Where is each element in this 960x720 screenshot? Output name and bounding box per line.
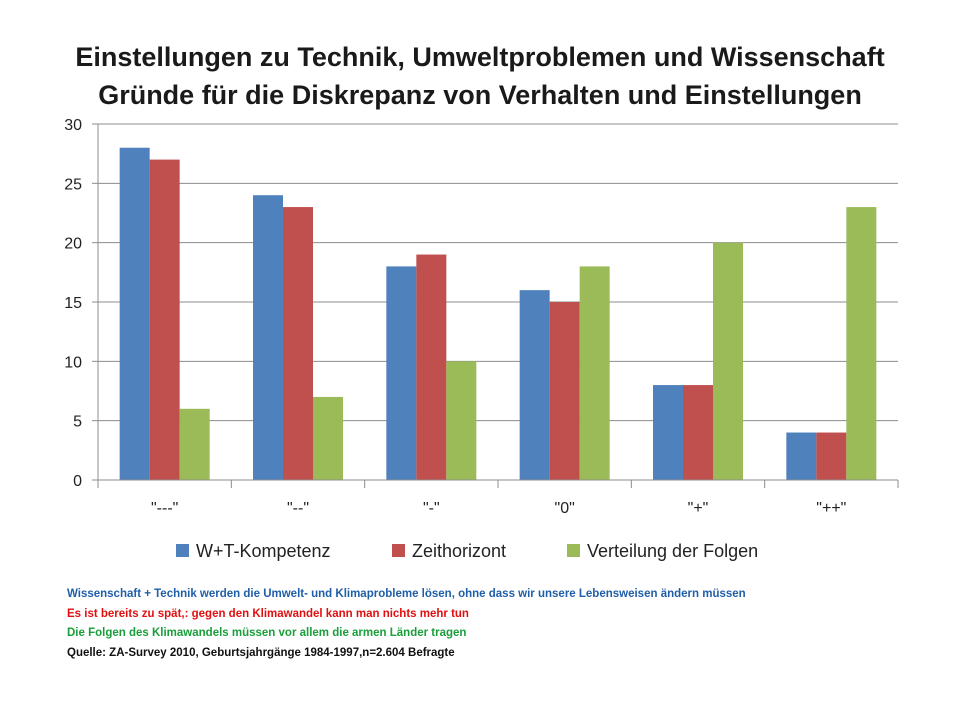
bar — [846, 207, 877, 481]
y-tick-label: 10 — [64, 354, 82, 371]
bar — [683, 385, 713, 480]
footnote-wt: Wissenschaft + Technik werden die Umwelt… — [67, 588, 746, 600]
x-axis: "---" "--" "-" "0" "+" "++" — [97, 479, 899, 517]
bar — [579, 266, 610, 480]
bar — [786, 432, 817, 480]
chart-title-line1: Einstellungen zu Technik, Umweltprobleme… — [75, 42, 885, 72]
bar — [549, 302, 580, 480]
y-tick-label: 5 — [73, 414, 82, 431]
bar — [816, 432, 847, 480]
bar — [519, 290, 550, 480]
bar — [119, 147, 150, 480]
footnotes: Wissenschaft + Technik werden die Umwelt… — [67, 585, 927, 663]
bar — [653, 385, 683, 480]
footnote-source: Quelle: ZA-Survey 2010, Geburtsjahrgänge… — [67, 646, 455, 659]
gridlines — [98, 123, 898, 481]
y-tick-label: 0 — [73, 473, 82, 490]
chart-subtitle: Gründe für die Diskrepanz von Verhalten … — [98, 80, 862, 110]
legend: W+T-Kompetenz Zeithorizont Verteilung der … — [176, 541, 758, 561]
bar — [179, 408, 210, 480]
legend-label: Zeithorizont — [412, 541, 506, 561]
chart-title: Einstellungen zu Technik, Umweltprobleme… — [0, 38, 960, 114]
legend-swatch — [392, 544, 405, 557]
bar — [283, 207, 313, 481]
y-tick-label: 25 — [64, 176, 82, 193]
bar — [713, 242, 743, 480]
y-tick-label: 20 — [64, 236, 82, 253]
y-tick-label: 15 — [64, 295, 82, 312]
legend-label: W+T-Kompetenz — [196, 541, 331, 561]
legend-label: Verteilung der Folgen — [587, 541, 758, 561]
x-tick-label: "+" — [688, 500, 709, 517]
legend-swatch — [176, 544, 189, 557]
footnote-folgen: Die Folgen des Klimawandels müssen vor a… — [67, 627, 467, 639]
x-tick-label: "---" — [151, 500, 178, 517]
x-tick-label: "--" — [287, 500, 309, 517]
bars — [119, 147, 877, 481]
footnote-zeit: Es ist bereits zu spät,: gegen den Klima… — [67, 607, 469, 620]
bar-chart: 0 5 10 15 20 25 30 "---" "--" "-" "0" "+" "++" W+T-… — [64, 117, 899, 561]
x-tick-label: "-" — [423, 500, 440, 517]
y-tick-label: 30 — [64, 117, 82, 134]
bar — [253, 195, 283, 480]
legend-swatch — [567, 544, 580, 557]
bar — [386, 266, 417, 480]
bar — [149, 159, 180, 480]
bar — [446, 361, 477, 480]
bar — [313, 396, 343, 480]
y-axis: 0 5 10 15 20 25 30 — [64, 117, 99, 490]
bar — [416, 254, 447, 480]
x-tick-label: "++" — [816, 500, 846, 517]
x-tick-label: "0" — [555, 500, 575, 517]
